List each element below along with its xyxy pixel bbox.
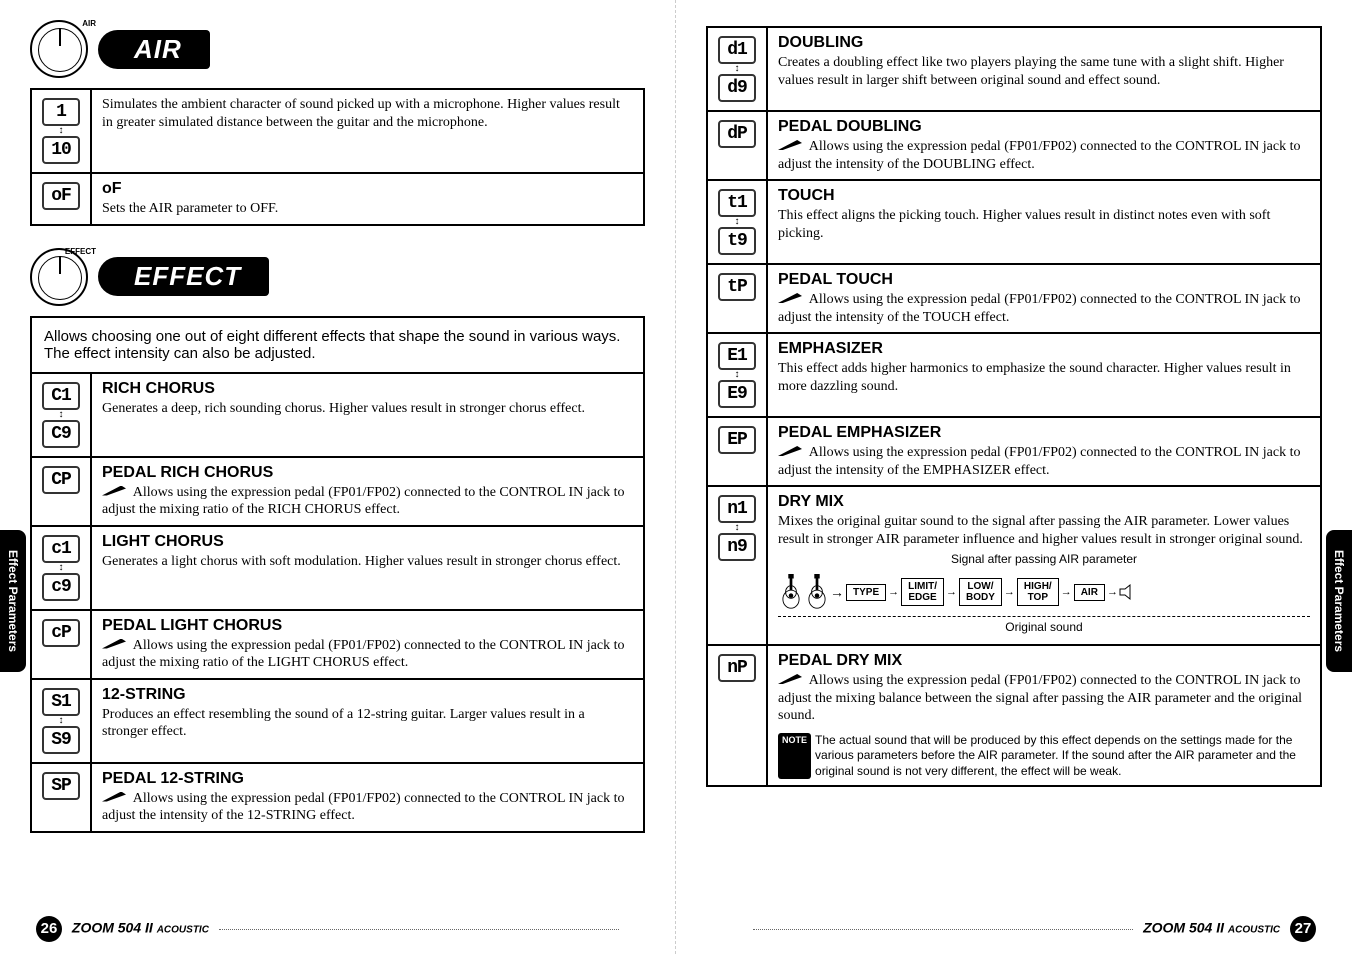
effect-right-row1-content: PEDAL DOUBLING Allows using the expressi…: [767, 111, 1321, 180]
footer-right: ZOOM 504 II ACOUSTIC 27: [747, 916, 1322, 942]
effect-left-row5-content: PEDAL 12-STRING Allows using the express…: [91, 763, 644, 832]
side-tab-left: Effect Parameters: [0, 530, 26, 672]
air-row0-content: Simulates the ambient character of sound…: [91, 89, 644, 173]
effect-title: EFFECT: [98, 257, 269, 296]
side-tab-right: Effect Parameters: [1326, 530, 1352, 672]
effect-right-row0-display: d1↕d9: [707, 27, 767, 111]
effect-left-row4-content: 12-STRINGProduces an effect resembling t…: [91, 679, 644, 763]
effect-left-row2-content: LIGHT CHORUSGenerates a light chorus wit…: [91, 526, 644, 610]
air-row1-display: oF: [31, 173, 91, 225]
effect-left-row0-content: RICH CHORUSGenerates a deep, rich soundi…: [91, 373, 644, 457]
effect-right-row0-content: DOUBLINGCreates a doubling effect like t…: [767, 27, 1321, 111]
effect-left-row0-display: C1↕C9: [31, 373, 91, 457]
effect-left-row3-display: cP: [31, 610, 91, 679]
sig-box: LIMIT/EDGE: [901, 578, 944, 606]
effect-right-row4-display: E1↕E9: [707, 333, 767, 417]
pedal-icon: [778, 446, 802, 456]
pedal-icon: [102, 639, 126, 649]
air-row0-display: 1 ↕ 10: [31, 89, 91, 173]
effect-right-row5-content: PEDAL EMPHASIZER Allows using the expres…: [767, 417, 1321, 486]
effect-right-row6-content: DRY MIXMixes the original guitar sound t…: [767, 486, 1321, 645]
air-title: AIR: [98, 30, 210, 69]
air-row1-content: oF Sets the AIR parameter to OFF.: [91, 173, 644, 225]
pedal-icon: [778, 140, 802, 150]
effect-left-row1-display: CP: [31, 457, 91, 526]
page-num-right: 27: [1290, 916, 1316, 942]
effect-table-right: d1↕d9DOUBLINGCreates a doubling effect l…: [706, 26, 1322, 787]
footer-left: 26 ZOOM 504 II ACOUSTIC: [30, 916, 625, 942]
air-knob-icon: AIR: [30, 20, 88, 78]
effect-right-row6-display: n1↕n9: [707, 486, 767, 645]
effect-section-header: EFFECT EFFECT: [30, 248, 645, 306]
sig-box: TYPE: [846, 584, 886, 601]
signal-diagram: →TYPE→LIMIT/EDGE→LOW/BODY→HIGH/TOP→AIR→: [778, 574, 1310, 610]
air-section-header: AIR AIR: [30, 20, 645, 78]
effect-right-row2-display: t1↕t9: [707, 180, 767, 264]
effect-knob-icon: EFFECT: [30, 248, 88, 306]
pedal-icon: [102, 792, 126, 802]
page-num-left: 26: [36, 916, 62, 942]
sig-box: AIR: [1074, 584, 1105, 601]
page-left: Effect Parameters AIR AIR 1 ↕ 10 Simulat…: [0, 0, 676, 954]
effect-right-row1-display: dP: [707, 111, 767, 180]
sig-box: LOW/BODY: [959, 578, 1002, 606]
effect-left-row4-display: S1↕S9: [31, 679, 91, 763]
page-right: Effect Parameters d1↕d9DOUBLINGCreates a…: [676, 0, 1352, 954]
sig-box: HIGH/TOP: [1017, 578, 1059, 606]
effect-right-row3-content: PEDAL TOUCH Allows using the expression …: [767, 264, 1321, 333]
effect-left-row5-display: SP: [31, 763, 91, 832]
speaker-icon: [1118, 582, 1138, 602]
effect-left-row2-display: c1↕c9: [31, 526, 91, 610]
pedal-icon: [102, 486, 126, 496]
effect-left-row3-content: PEDAL LIGHT CHORUS Allows using the expr…: [91, 610, 644, 679]
note-text: The actual sound that will be produced b…: [815, 733, 1310, 780]
air-table: 1 ↕ 10 Simulates the ambient character o…: [30, 88, 645, 226]
pedal-icon: [778, 293, 802, 303]
effect-left-row1-content: PEDAL RICH CHORUS Allows using the expre…: [91, 457, 644, 526]
effect-right-row4-content: EMPHASIZERThis effect adds higher harmon…: [767, 333, 1321, 417]
effect-right-row3-display: tP: [707, 264, 767, 333]
effect-right-row2-content: TOUCHThis effect aligns the picking touc…: [767, 180, 1321, 264]
effect-table-left: C1↕C9RICH CHORUSGenerates a deep, rich s…: [30, 372, 645, 833]
effect-intro: Allows choosing one out of eight differe…: [30, 316, 645, 372]
guitar-icon: [779, 574, 803, 610]
effect-right-row5-display: EP: [707, 417, 767, 486]
effect-right-row7-content: PEDAL DRY MIX Allows using the expressio…: [767, 645, 1321, 786]
note-icon: NOTE: [778, 733, 811, 780]
pedal-icon: [778, 674, 802, 684]
effect-right-row7-display: nP: [707, 645, 767, 786]
guitar-icon: [805, 574, 829, 610]
